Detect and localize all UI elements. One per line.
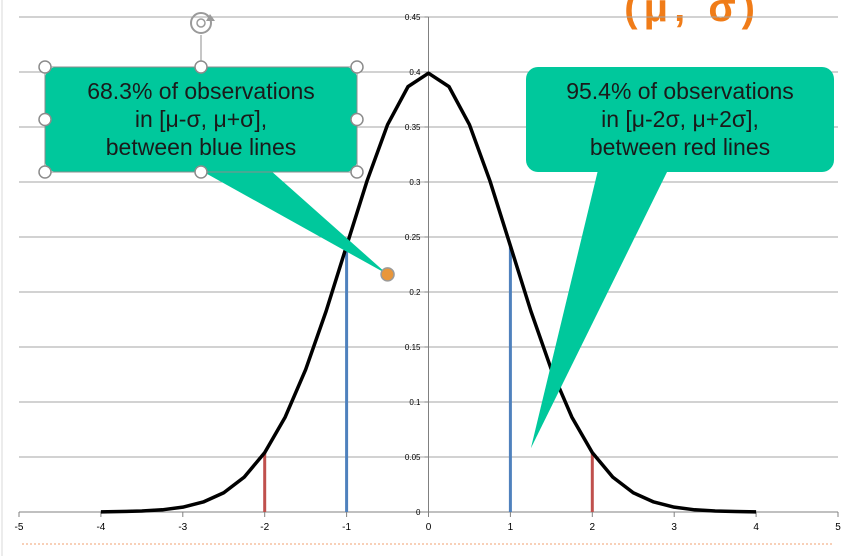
resize-handle[interactable] xyxy=(350,112,364,127)
resize-handle[interactable] xyxy=(38,112,52,127)
x-tick-label: -2 xyxy=(260,522,269,533)
callout-pointer xyxy=(200,170,388,275)
x-tick-label: -5 xyxy=(15,522,24,533)
callout-pointer xyxy=(530,170,668,449)
rotate-hub-icon xyxy=(196,18,206,28)
normal-curve xyxy=(100,71,757,514)
y-tick-label: 0.25 xyxy=(405,233,421,242)
y-tick-label: 0 xyxy=(416,508,421,517)
x-tick-label: 5 xyxy=(835,522,841,533)
y-tick-label: 0.45 xyxy=(405,13,421,22)
y-tick-label: 0.2 xyxy=(409,288,421,297)
resize-handle[interactable] xyxy=(38,60,52,74)
callout-text[interactable]: 68.3% of observations in [μ-σ, μ+σ], bet… xyxy=(87,78,315,160)
resize-handle[interactable] xyxy=(194,165,208,179)
x-tick-label: 4 xyxy=(753,522,759,533)
resize-handle[interactable] xyxy=(194,60,208,74)
rotate-icon[interactable] xyxy=(190,12,212,34)
x-tick-label: -3 xyxy=(178,522,187,533)
x-tick-label: -1 xyxy=(342,522,351,533)
y-tick-label: 0.4 xyxy=(409,68,421,77)
y-tick-label: 0.1 xyxy=(409,398,421,407)
y-tick-label: 0.05 xyxy=(405,453,421,462)
x-tick-label: 2 xyxy=(590,522,596,533)
pointer-adjust-handle[interactable] xyxy=(380,267,395,282)
y-tick-label: 0.35 xyxy=(405,123,421,132)
x-tick-label: 0 xyxy=(426,522,432,533)
resize-handle[interactable] xyxy=(38,165,52,179)
resize-handle[interactable] xyxy=(350,165,364,179)
callout-box[interactable] xyxy=(45,67,357,172)
callout-box[interactable] xyxy=(526,67,834,172)
slide-title-fragment: (μ, σ) xyxy=(624,0,761,30)
x-tick-label: 3 xyxy=(671,522,677,533)
resize-handle[interactable] xyxy=(350,60,364,74)
callout-text[interactable]: 95.4% of observations in [μ-2σ, μ+2σ], b… xyxy=(566,78,794,160)
y-tick-label: 0.3 xyxy=(409,178,421,187)
x-tick-label: -4 xyxy=(96,522,105,533)
x-tick-label: 1 xyxy=(508,522,514,533)
rotate-arrow-icon xyxy=(206,14,215,21)
y-tick-label: 0.15 xyxy=(405,343,421,352)
